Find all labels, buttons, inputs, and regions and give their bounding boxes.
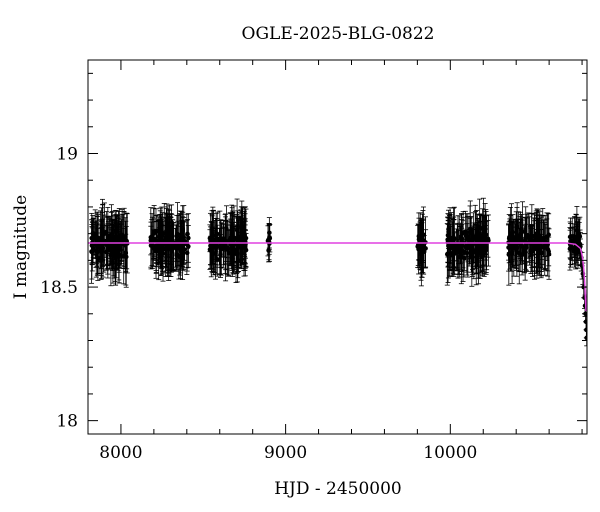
data-point <box>113 244 119 250</box>
data-point <box>544 234 550 239</box>
data-point <box>482 234 487 240</box>
model-curve <box>88 242 587 312</box>
tick-label-layer: 8000 9000 10000 18 18.5 19 <box>40 145 477 464</box>
y-tick-label: 19 <box>56 145 78 165</box>
data-point <box>238 235 244 240</box>
model-layer <box>88 242 587 312</box>
x-tick-label: 10000 <box>423 443 477 463</box>
event-point <box>584 335 587 341</box>
data-point <box>243 235 249 241</box>
data-point <box>416 233 422 239</box>
data-point <box>444 252 450 257</box>
data-point <box>153 229 159 235</box>
data-point <box>178 241 183 247</box>
data-point <box>159 248 165 254</box>
chart-title: OGLE-2025-BLG-0822 <box>242 24 435 44</box>
data-point <box>186 235 191 241</box>
data-point <box>415 244 420 249</box>
data-point <box>516 250 522 256</box>
plot-frame <box>87 59 588 435</box>
x-tick-label: 9000 <box>264 443 307 463</box>
data-point <box>230 238 236 243</box>
data-point <box>175 231 180 237</box>
data-point <box>148 235 154 240</box>
data-point <box>169 247 175 253</box>
data-point <box>572 245 577 251</box>
data-point <box>105 242 110 248</box>
data-point <box>514 235 520 241</box>
data-point <box>108 252 114 258</box>
data-point <box>224 226 229 231</box>
data-point <box>508 236 513 242</box>
data-point <box>568 245 574 251</box>
data-point <box>458 234 463 240</box>
data-point <box>451 235 456 240</box>
data-point <box>463 229 468 235</box>
data-point <box>450 251 455 256</box>
data-point <box>477 238 483 243</box>
data-point <box>518 231 523 237</box>
data-point <box>468 238 474 243</box>
y-tick-label: 18 <box>56 412 78 432</box>
data-point <box>446 226 451 232</box>
data-point <box>226 250 232 256</box>
data-point <box>167 234 172 240</box>
x-tick-label: 8000 <box>99 443 142 463</box>
data-point <box>210 237 216 243</box>
data-point <box>478 243 484 249</box>
data-point <box>532 238 537 243</box>
data-point <box>92 231 98 237</box>
data-point <box>121 236 127 241</box>
data-point <box>542 243 547 249</box>
data-point <box>112 236 118 242</box>
data-point <box>90 245 96 251</box>
data-point <box>474 247 480 252</box>
data-point <box>522 248 527 253</box>
data-point <box>539 237 544 243</box>
data-point <box>571 239 577 245</box>
data-point <box>107 236 112 242</box>
data-point <box>535 251 541 256</box>
data-point <box>164 228 170 234</box>
data-point <box>236 241 241 247</box>
data-point <box>164 234 169 240</box>
x-axis-label: HJD - 2450000 <box>274 479 402 499</box>
data-point <box>109 244 114 250</box>
data-point <box>185 231 190 237</box>
data-point <box>213 245 219 251</box>
data-point <box>95 249 101 255</box>
y-axis-label: I magnitude <box>11 195 31 299</box>
data-point <box>421 249 427 255</box>
y-tick-label: 18.5 <box>40 278 78 298</box>
data-point <box>527 238 532 244</box>
data-point <box>116 248 122 254</box>
data-point <box>181 238 187 243</box>
data-point <box>465 243 471 248</box>
data-point <box>534 230 540 236</box>
tick-layer <box>87 60 587 434</box>
data-point <box>99 235 104 241</box>
data-point <box>239 224 245 230</box>
data-layer <box>89 197 587 347</box>
